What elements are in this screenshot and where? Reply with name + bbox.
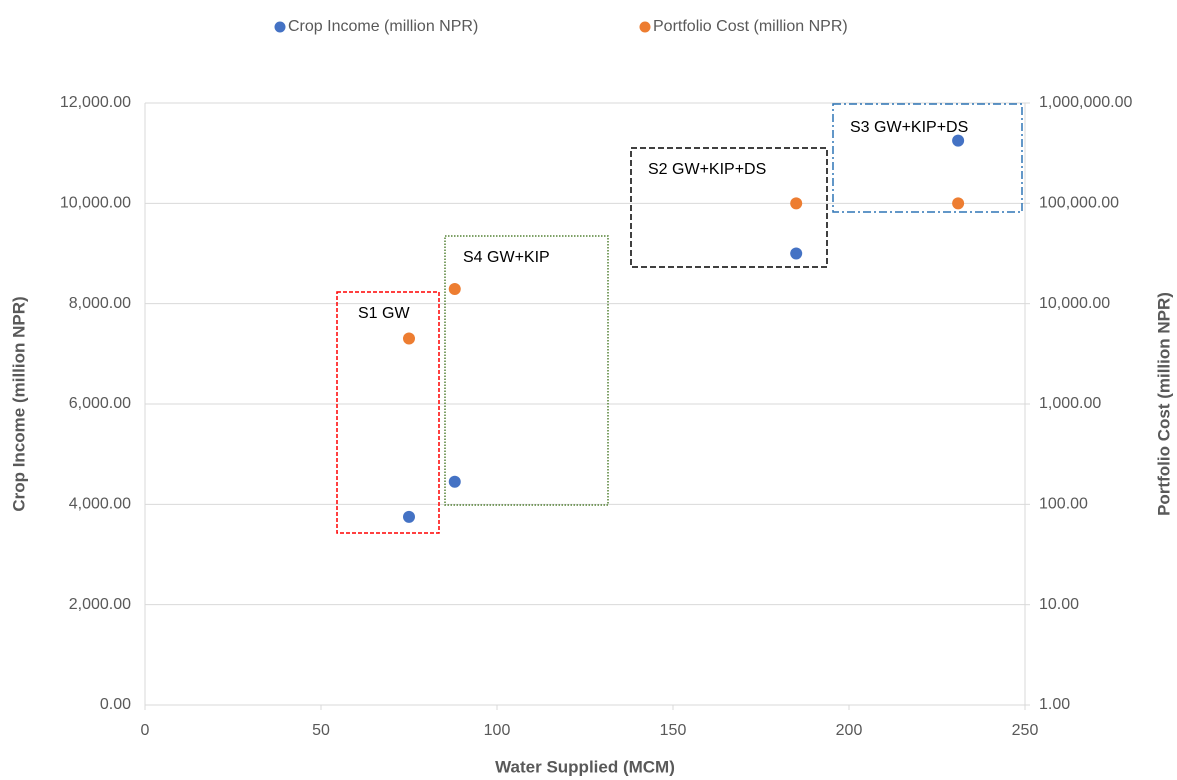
y2-tick-label: 100.00	[1039, 496, 1088, 513]
point	[403, 332, 415, 345]
point	[448, 283, 461, 296]
y-axis-title: Crop Income (million NPR)	[9, 296, 28, 511]
x-tick-label: 100	[484, 722, 511, 739]
legend-marker	[274, 21, 286, 33]
annotation: S4 GW+KIP	[463, 249, 550, 266]
y-tick-label: 10,000.00	[60, 195, 131, 212]
legend-label: Portfolio Cost (million NPR)	[653, 18, 848, 35]
point	[403, 510, 415, 523]
y2-tick-label: 10.00	[1039, 596, 1079, 613]
x-tick-label: 200	[836, 722, 863, 739]
y2-tick-label: 1,000.00	[1039, 395, 1101, 412]
x-tick-label: 50	[312, 722, 330, 739]
annotation-box	[832, 103, 1023, 213]
y-tick-label: 0.00	[100, 696, 131, 713]
x-axis-title: Water Supplied (MCM)	[495, 757, 675, 776]
y-tick-label: 6,000.00	[69, 395, 131, 412]
legend-label: Crop Income (million NPR)	[288, 18, 478, 35]
y-tick-label: 8,000.00	[69, 295, 131, 312]
annotation-box	[336, 291, 440, 534]
point	[952, 197, 965, 210]
y2-tick-label: 100,000.00	[1039, 195, 1119, 212]
y2-tick-label: 1.00	[1039, 696, 1070, 713]
annotation-box	[444, 235, 609, 506]
x-tick-label: 0	[141, 722, 150, 739]
point	[790, 247, 803, 260]
x-tick-label: 250	[1012, 722, 1039, 739]
y-tick-label: 4,000.00	[69, 496, 131, 513]
point	[448, 475, 461, 488]
annotation-box	[630, 147, 828, 268]
annotation: S3 GW+KIP+DS	[850, 119, 968, 136]
grid	[145, 102, 1025, 706]
point	[790, 197, 803, 210]
annotation: S2 GW+KIP+DS	[648, 161, 766, 178]
y2-axis-title: Portfolio Cost (million NPR)	[1154, 292, 1173, 516]
point	[952, 134, 965, 147]
y-tick-label: 12,000.00	[60, 94, 131, 111]
legend-marker	[639, 21, 651, 33]
y2-tick-label: 10,000.00	[1039, 295, 1110, 312]
x-tick-label: 150	[660, 722, 687, 739]
y2-tick-label: 1,000,000.00	[1039, 94, 1133, 111]
y-tick-label: 2,000.00	[69, 596, 131, 613]
annotation: S1 GW	[358, 305, 410, 322]
